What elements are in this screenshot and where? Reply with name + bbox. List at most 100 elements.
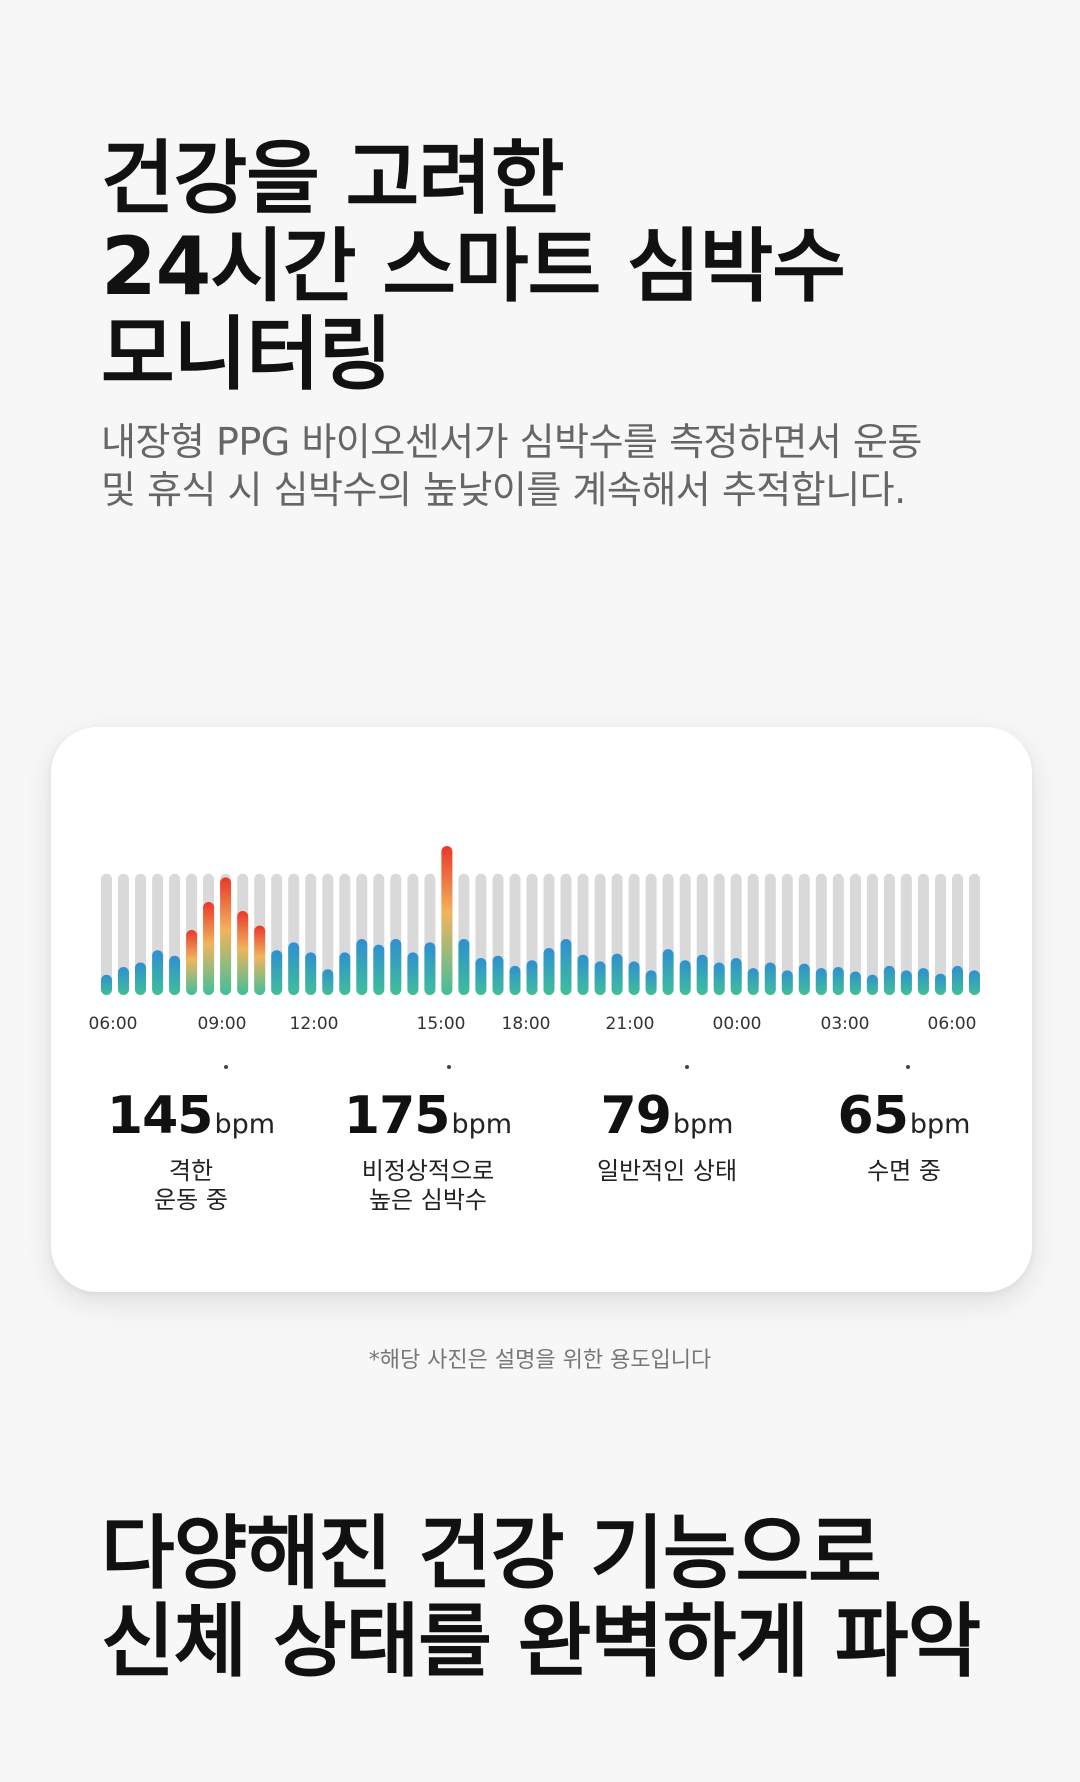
stat-sleeping: 65bpm 수면 중 [838, 1087, 971, 1186]
stat-value: 79 [600, 1086, 672, 1146]
chart-bar [271, 950, 283, 995]
chart-bar [849, 971, 861, 995]
chart-bar [390, 939, 402, 995]
chart-background-bar [832, 873, 844, 995]
main-headline: 건강을 고려한 24시간 스마트 심박수 모니터링 [101, 135, 1001, 399]
stat-desc-line: 높은 심박수 [368, 1186, 488, 1214]
stat-marker-dot [447, 1065, 451, 1069]
stat-marker-dot [685, 1065, 689, 1069]
chart-bar [373, 944, 385, 995]
stat-value: 145 [106, 1086, 214, 1146]
x-tick-label: 18:00 [501, 1014, 551, 1034]
chart-background-bar [969, 873, 980, 995]
chart-bar [628, 961, 640, 995]
chart-bar [254, 925, 266, 995]
description-line-1: 내장형 PPG 바이오센서가 심박수를 측정하면서 운동 [101, 420, 922, 464]
chart-bar [526, 960, 538, 995]
description-line-2: 및 휴식 시 심박수의 높낮이를 계속해서 추적합니다. [101, 468, 906, 512]
chart-background-bar [509, 873, 521, 995]
x-tick-label: 12:00 [289, 1014, 339, 1034]
stat-desc-line: 일반적인 상태 [596, 1157, 738, 1185]
chart-background-bar [747, 873, 759, 995]
stat-marker-dot [224, 1065, 228, 1069]
chart-bar [509, 965, 521, 995]
headline-line-1: 건강을 고려한 [101, 132, 564, 225]
x-tick-label: 21:00 [605, 1014, 655, 1034]
chart-bar [118, 967, 129, 995]
stat-unit: bpm [214, 1109, 276, 1140]
heart-rate-chart [101, 846, 980, 995]
chart-bar [815, 968, 827, 995]
chart-background-bar [118, 873, 129, 995]
stat-abnormal-high: 175bpm 비정상적으로 높은 심박수 [344, 1087, 512, 1215]
chart-bar [543, 948, 555, 995]
chart-bar [560, 939, 572, 995]
chart-bar [407, 952, 419, 995]
chart-background-bar [883, 873, 895, 995]
disclaimer-note: *해당 사진은 설명을 위한 용도입니다 [368, 1348, 712, 1373]
chart-bar [713, 962, 725, 995]
x-tick-label: 06:00 [88, 1014, 138, 1034]
chart-bar [424, 942, 436, 995]
chart-bar [339, 952, 351, 995]
headline-line-2: 24시간 스마트 심박수 [101, 220, 846, 313]
chart-bar [900, 970, 912, 995]
chart-bar [305, 952, 317, 995]
stat-unit: bpm [451, 1109, 513, 1140]
x-tick-label: 00:00 [712, 1014, 762, 1034]
headline2-line-2: 신체 상태를 완벽하게 파악 [101, 1595, 981, 1688]
chart-background-bar [645, 873, 657, 995]
chart-bar [322, 969, 334, 995]
chart-background-bar [781, 873, 793, 995]
chart-bar [832, 967, 844, 995]
x-tick-label: 06:00 [927, 1014, 977, 1034]
chart-background-bar [322, 873, 334, 995]
chart-bar [577, 954, 589, 995]
chart-background-bar [101, 873, 112, 995]
chart-bar [203, 902, 215, 995]
chart-bar [152, 950, 164, 995]
stat-normal: 79bpm 일반적인 상태 [597, 1087, 737, 1186]
chart-bar [883, 965, 895, 995]
chart-bar [237, 911, 249, 995]
chart-bar [356, 939, 368, 995]
stat-desc-line: 운동 중 [154, 1186, 228, 1214]
headline-line-3: 모니터링 [101, 308, 392, 401]
chart-background-bar [866, 873, 878, 995]
chart-bar [764, 962, 776, 995]
chart-bar [798, 963, 810, 995]
chart-background-bar [952, 873, 963, 995]
stat-value: 175 [343, 1086, 451, 1146]
chart-bar [696, 954, 708, 995]
chart-bar [220, 877, 232, 995]
stat-desc-line: 수면 중 [867, 1157, 941, 1185]
chart-bar [101, 974, 112, 995]
secondary-headline: 다양해진 건강 기능으로 신체 상태를 완벽하게 파악 [101, 1510, 1061, 1686]
chart-bar [935, 973, 946, 995]
stat-desc-line: 비정상적으로 [361, 1157, 495, 1185]
chart-bar [186, 930, 198, 995]
chart-bar [730, 958, 742, 995]
chart-background-bar [917, 873, 929, 995]
stat-intense-exercise: 145bpm 격한 운동 중 [107, 1087, 275, 1215]
chart-bar [917, 968, 929, 995]
chart-bar [441, 846, 453, 995]
chart-bar [492, 955, 504, 995]
stat-unit: bpm [909, 1109, 971, 1140]
chart-bar [781, 970, 793, 995]
chart-bar [169, 955, 181, 995]
chart-background-bar [900, 873, 912, 995]
description: 내장형 PPG 바이오센서가 심박수를 측정하면서 운동 및 휴식 시 심박수의… [101, 418, 1021, 514]
chart-bar [475, 958, 487, 995]
chart-bar [969, 970, 980, 995]
chart-bar [866, 974, 878, 995]
chart-background-bar [849, 873, 861, 995]
chart-bar [288, 942, 300, 995]
chart-bar [458, 939, 470, 995]
chart-bar [611, 953, 623, 995]
x-tick-label: 09:00 [197, 1014, 247, 1034]
chart-bar [952, 965, 963, 995]
stat-marker-dot [906, 1065, 910, 1069]
stat-desc-line: 격한 [168, 1157, 214, 1185]
chart-bar [594, 961, 606, 995]
